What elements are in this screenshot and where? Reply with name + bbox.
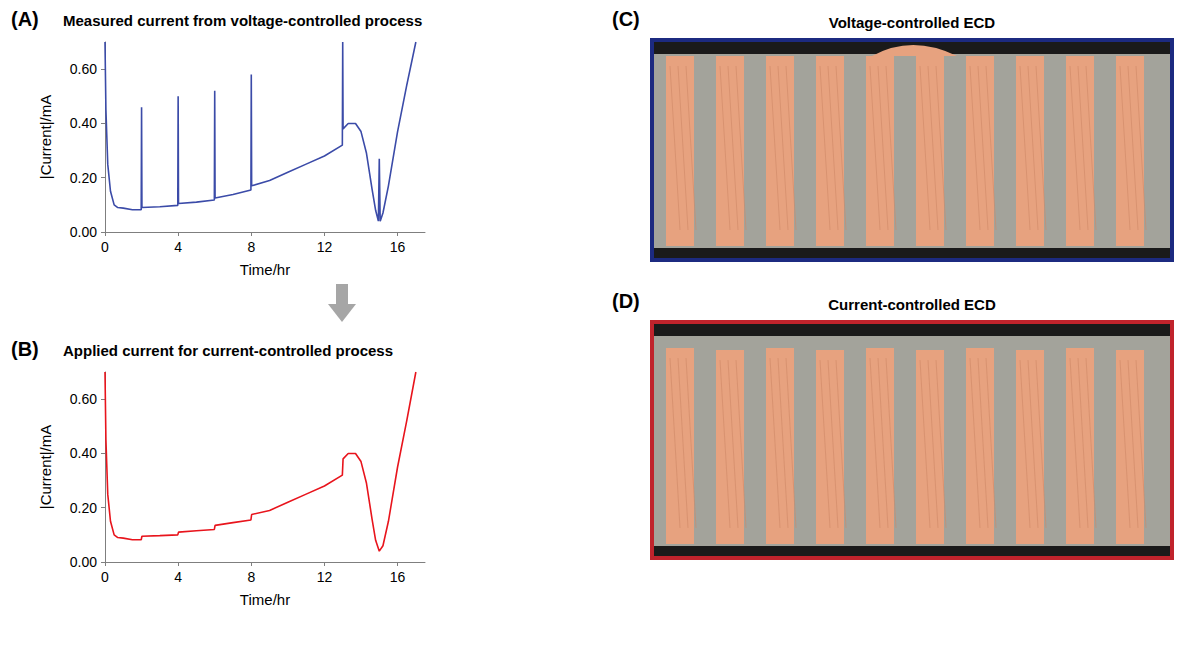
svg-text:16: 16 [390,239,406,255]
svg-text:Current-controlled ECD: Current-controlled ECD [828,296,996,313]
svg-text:8: 8 [247,239,255,255]
svg-text:12: 12 [317,239,333,255]
svg-text:|Current|/mA: |Current|/mA [37,425,54,509]
svg-text:0.00: 0.00 [70,224,97,240]
svg-text:Time/hr: Time/hr [240,261,290,278]
svg-text:0.60: 0.60 [70,391,97,407]
svg-text:4: 4 [174,239,182,255]
svg-text:Time/hr: Time/hr [240,591,290,608]
svg-text:Applied current for current-co: Applied current for current-controlled p… [63,342,393,359]
svg-text:Measured current from voltage-: Measured current from voltage-controlled… [63,12,422,29]
svg-text:Voltage-controlled ECD: Voltage-controlled ECD [829,14,996,31]
svg-text:(A): (A) [11,8,39,30]
svg-text:|Current|/mA: |Current|/mA [37,95,54,179]
svg-text:8: 8 [247,569,255,585]
svg-text:(D): (D) [612,290,640,312]
svg-text:12: 12 [317,569,333,585]
svg-text:0.60: 0.60 [70,61,97,77]
svg-text:(B): (B) [11,338,39,360]
svg-text:0: 0 [101,239,109,255]
svg-text:0.40: 0.40 [70,115,97,131]
svg-text:0: 0 [101,569,109,585]
svg-text:0.20: 0.20 [70,500,97,516]
svg-text:4: 4 [174,569,182,585]
svg-text:0.00: 0.00 [70,554,97,570]
svg-text:0.20: 0.20 [70,170,97,186]
svg-text:(C): (C) [612,8,640,30]
svg-text:0.40: 0.40 [70,445,97,461]
svg-text:16: 16 [390,569,406,585]
